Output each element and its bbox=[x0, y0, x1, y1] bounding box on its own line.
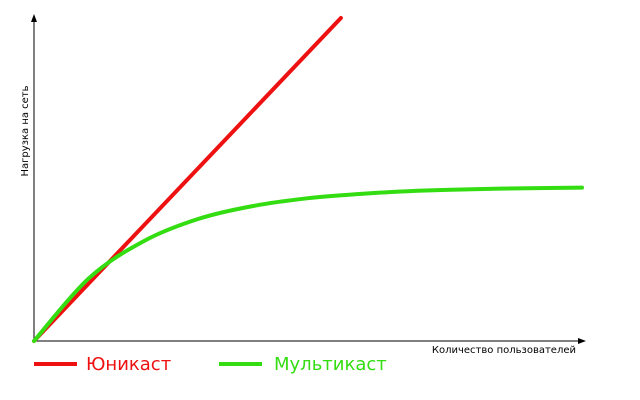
x-axis-label: Количество пользователей bbox=[432, 345, 576, 356]
axes: Нагрузка на сеть Количество пользователе… bbox=[20, 14, 586, 356]
x-axis-arrow bbox=[578, 338, 586, 344]
y-axis-arrow bbox=[31, 14, 37, 22]
series-line-unicast bbox=[32, 16, 343, 343]
series-layer bbox=[32, 16, 584, 343]
legend-label-unicast: Юникаст bbox=[86, 354, 171, 375]
legend-label-multicast: Мультикаст bbox=[274, 354, 387, 375]
y-axis-label: Нагрузка на сеть bbox=[20, 85, 31, 176]
series-line-multicast bbox=[32, 185, 584, 343]
legend: Юникаст Мультикаст bbox=[34, 354, 387, 375]
